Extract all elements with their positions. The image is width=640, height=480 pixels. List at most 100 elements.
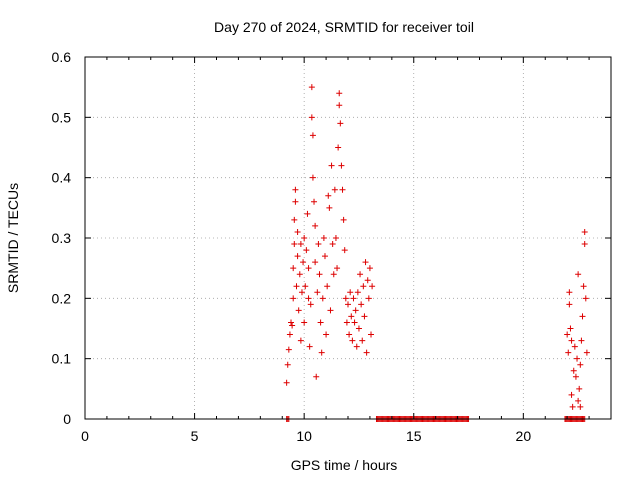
data-point xyxy=(324,283,331,290)
data-point xyxy=(326,204,333,211)
data-point xyxy=(323,331,330,338)
data-point xyxy=(294,228,301,235)
data-point xyxy=(580,283,587,290)
x-axis-label: GPS time / hours xyxy=(291,457,398,473)
grid-layer xyxy=(85,57,611,419)
data-point xyxy=(284,361,291,368)
data-point xyxy=(579,313,586,320)
data-point xyxy=(309,132,316,139)
x-tick-label: 5 xyxy=(191,428,199,444)
data-point xyxy=(362,259,369,266)
data-point xyxy=(567,325,574,332)
data-point xyxy=(290,295,297,302)
data-point xyxy=(297,337,304,344)
y-tick-label: 0.2 xyxy=(52,290,72,306)
data-point xyxy=(306,343,313,350)
y-tick-label: 0.6 xyxy=(52,49,72,65)
data-point xyxy=(291,241,298,248)
data-point xyxy=(348,313,355,320)
data-point xyxy=(575,397,582,404)
data-point xyxy=(355,325,362,332)
data-point xyxy=(582,295,589,302)
data-point xyxy=(311,198,318,205)
data-point xyxy=(568,391,575,398)
data-point xyxy=(312,259,319,266)
data-point xyxy=(365,295,372,302)
data-point xyxy=(578,337,585,344)
data-point xyxy=(340,216,347,223)
data-point xyxy=(283,379,290,386)
data-point xyxy=(313,373,320,380)
data-point xyxy=(309,174,316,181)
data-point xyxy=(347,289,354,296)
data-point xyxy=(581,228,588,235)
x-tick-label: 15 xyxy=(406,428,422,444)
data-point xyxy=(339,186,346,193)
data-point xyxy=(363,349,370,356)
points-layer xyxy=(283,84,590,422)
data-point xyxy=(350,295,357,302)
data-point xyxy=(577,361,584,368)
data-point xyxy=(317,319,324,326)
data-point xyxy=(335,144,342,151)
y-tick-label: 0.3 xyxy=(52,230,72,246)
data-point xyxy=(294,253,301,260)
data-point xyxy=(338,162,345,169)
x-tick-label: 10 xyxy=(296,428,312,444)
y-axis-label: SRMTID / TECUs xyxy=(5,183,21,293)
data-point xyxy=(318,349,325,356)
data-point xyxy=(566,289,573,296)
data-point xyxy=(298,289,305,296)
data-point xyxy=(291,216,298,223)
y-tick-label: 0.5 xyxy=(52,109,72,125)
labels-layer: 0 5 10 15 20 0 0.1 0.2 0.3 0.4 0.5 0.6 xyxy=(52,49,532,444)
data-point xyxy=(314,289,321,296)
data-point xyxy=(583,349,590,356)
data-point xyxy=(300,259,307,266)
data-point xyxy=(301,319,308,326)
y-tick-label: 0.1 xyxy=(52,351,72,367)
data-point xyxy=(296,271,303,278)
y-tick-label: 0.4 xyxy=(52,170,72,186)
data-point xyxy=(302,283,309,290)
data-point xyxy=(304,210,311,217)
data-point xyxy=(332,235,339,241)
data-point xyxy=(295,307,302,314)
data-point xyxy=(328,162,335,169)
data-point xyxy=(297,241,304,248)
data-point xyxy=(334,265,341,272)
data-point xyxy=(358,301,365,308)
data-point xyxy=(308,114,315,121)
data-point xyxy=(354,289,361,296)
data-point xyxy=(369,283,376,290)
data-point xyxy=(336,90,343,97)
data-point xyxy=(357,271,364,278)
x-tick-label: 20 xyxy=(516,428,532,444)
plot-frame xyxy=(84,56,612,420)
data-point xyxy=(341,247,348,254)
x-tick-label: 0 xyxy=(81,428,89,444)
data-point xyxy=(581,241,588,248)
data-point xyxy=(305,265,312,272)
data-point xyxy=(364,277,371,284)
data-point xyxy=(337,120,344,127)
data-point xyxy=(303,247,310,254)
data-point xyxy=(570,367,577,374)
data-point xyxy=(288,319,295,326)
data-point xyxy=(346,331,353,338)
data-point xyxy=(329,241,336,248)
data-point xyxy=(361,313,368,320)
data-point xyxy=(331,186,338,193)
data-point xyxy=(575,271,582,278)
data-point xyxy=(565,349,572,356)
data-point xyxy=(327,307,334,314)
data-point xyxy=(345,301,351,308)
y-tick-label: 0 xyxy=(63,411,71,427)
data-point xyxy=(353,343,360,350)
data-point xyxy=(290,265,297,272)
data-point xyxy=(577,403,584,410)
data-point xyxy=(321,253,328,260)
data-point xyxy=(351,319,358,326)
